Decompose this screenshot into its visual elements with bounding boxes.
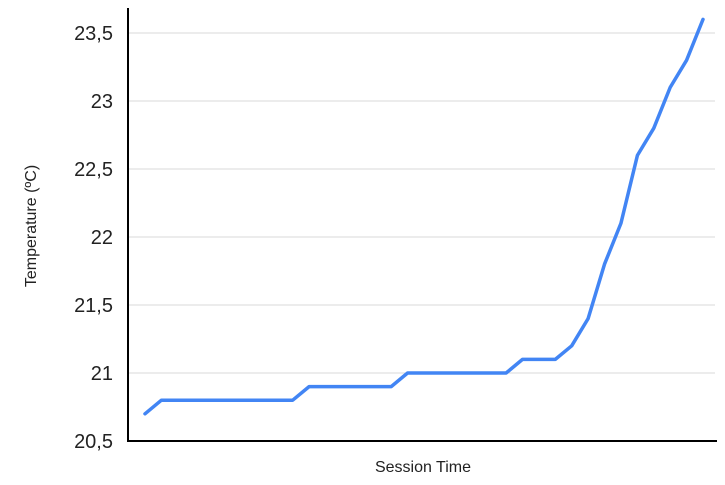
y-tick-label: 20,5 (74, 431, 113, 453)
y-tick-label: 21 (91, 363, 113, 385)
y-tick-label: 23 (91, 91, 113, 113)
series-line (143, 17, 705, 416)
x-axis-label: Session Time (375, 459, 471, 476)
series-layer (143, 17, 705, 416)
y-tick-label: 22 (91, 227, 113, 249)
grid-lines (128, 32, 715, 374)
y-axis-label: Temperature (ºC) (23, 165, 40, 287)
y-tick-labels: 20,5 21 21,5 22 22,5 23 23,5 (74, 23, 113, 453)
y-tick-label: 21,5 (74, 295, 113, 317)
y-tick-label: 22,5 (74, 159, 113, 181)
y-tick-label: 23,5 (74, 23, 113, 45)
